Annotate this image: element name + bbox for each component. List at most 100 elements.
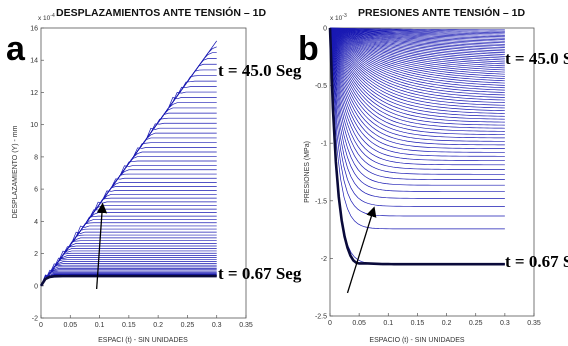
pressure-curve — [329, 27, 505, 45]
pressure-curve — [329, 27, 505, 54]
displacement-curve — [40, 250, 217, 286]
pressure-curve — [329, 27, 505, 91]
x-tick-label: 0.3 — [212, 322, 222, 329]
displacement-curve — [40, 40, 217, 286]
pressure-curve — [329, 27, 505, 157]
pressure-curve — [329, 27, 505, 112]
pressure-curve — [329, 27, 505, 52]
displacement-curve — [40, 142, 217, 286]
pressure-curve — [329, 27, 505, 207]
pressure-curve — [329, 27, 505, 77]
panel-label-a: a — [6, 30, 26, 68]
pressure-chart: b PRESIONES ANTE TENSIÓN – 1D x 10-3 0 0.… — [298, 6, 568, 344]
pressure-curve — [329, 27, 505, 120]
y-tick-label: -2 — [321, 256, 327, 263]
pressure-curve — [329, 27, 505, 50]
pressure-curve — [329, 27, 505, 33]
x-axis-label-b: ESPACIO (t) - SIN UNIDADES — [369, 337, 464, 344]
y-axis-label-b: PRESIONES (MPa) — [304, 141, 311, 203]
displacement-curve — [40, 270, 217, 286]
chart-title-a: DESPLAZAMIENTOS ANTE TENSIÓN – 1D — [56, 6, 266, 19]
x-tick-label: 0.2 — [153, 322, 163, 329]
x-tick-label: 0.35 — [527, 320, 541, 327]
displacement-curves — [40, 40, 217, 286]
y-tick-label: -1 — [321, 141, 327, 148]
y-tick-label: 0 — [34, 283, 38, 290]
pressure-curve — [329, 27, 505, 114]
displacement-curve — [40, 91, 217, 286]
pressure-curve — [329, 27, 505, 89]
pressure-curve — [329, 27, 505, 59]
pressure-curve — [329, 27, 505, 103]
pressure-curve — [329, 27, 505, 175]
pressure-curve — [329, 27, 505, 230]
chart-title-b: PRESIONES ANTE TENSIÓN – 1D — [358, 6, 525, 19]
first-time-curve — [39, 274, 217, 287]
y-tick-label: 12 — [30, 90, 38, 97]
pressure-curve — [329, 27, 505, 93]
pressure-curve — [329, 27, 505, 217]
displacement-curve — [40, 257, 217, 286]
y-axis-label-a: DESPLAZAMIENTO (Y) - mm — [12, 125, 19, 218]
y-exponent-a: x 10-4 — [38, 13, 55, 22]
x-tick-label: 0.15 — [411, 320, 425, 327]
y-tick-label: 16 — [30, 26, 38, 33]
displacement-chart: a DESPLAZAMIENTOS ANTE TENSIÓN – 1D x 10… — [6, 6, 302, 344]
pressure-curve — [329, 27, 505, 67]
pressure-curve — [329, 27, 505, 42]
plot-area-b: 0 0.05 0.1 0.15 0.2 0.25 0.3 0.35 -2.5 -2 -1.5 -1 -0… — [315, 26, 541, 328]
x-tick-label: 0.25 — [181, 322, 195, 329]
pressure-curve — [329, 27, 505, 75]
pressure-curve — [329, 27, 505, 161]
pressure-curve — [329, 27, 505, 109]
x-tick-label: 0.25 — [469, 320, 483, 327]
pressure-curve — [329, 27, 505, 44]
displacement-curve — [40, 269, 217, 286]
displacement-curve — [40, 271, 217, 286]
x-tick-label: 0.2 — [442, 320, 452, 327]
displacement-curve — [40, 156, 217, 286]
pressure-curve — [329, 27, 505, 48]
pressure-curve — [329, 27, 505, 192]
pressure-curve — [329, 27, 505, 84]
pressure-curve — [329, 27, 505, 126]
pressure-curve — [329, 27, 505, 170]
annotation-first-time-b: t = 0.67 Seg — [505, 252, 568, 271]
pressure-curve — [329, 27, 505, 32]
displacement-curve — [40, 107, 217, 286]
x-tick-label: 0.05 — [63, 322, 77, 329]
time-arrow — [95, 202, 108, 290]
y-tick-label: 2 — [34, 251, 38, 258]
x-tick-label: 0.35 — [239, 322, 253, 329]
displacement-curve — [40, 75, 217, 286]
displacement-curve — [40, 240, 217, 286]
panel-label-b: b — [298, 30, 319, 68]
pressure-curve — [329, 27, 505, 61]
pressure-curve — [329, 27, 505, 98]
x-tick-label: 0 — [39, 322, 43, 329]
pressure-curve — [329, 27, 505, 117]
pressure-curve — [329, 27, 505, 166]
y-tick-label: 6 — [34, 187, 38, 194]
plot-area-a: 0 0.05 0.1 0.15 0.2 0.25 0.3 0.35-2024681012141… — [30, 26, 253, 330]
y-tick-label: 10 — [30, 122, 38, 129]
plot-frame — [40, 27, 247, 319]
y-tick-label: -0.5 — [315, 83, 327, 90]
pressure-curve — [329, 27, 505, 132]
displacement-curve — [40, 80, 217, 286]
pressure-curve — [329, 27, 505, 186]
plot-frame — [329, 27, 535, 317]
pressure-curve — [329, 27, 505, 199]
x-axis-label-a: ESPACI (t) - SIN UNIDADES — [98, 337, 188, 344]
pressure-curve — [329, 27, 505, 41]
y-tick-label: -1.5 — [315, 198, 327, 205]
pressure-curve — [329, 27, 505, 36]
pressure-curve — [329, 27, 505, 86]
pressure-curve — [329, 27, 505, 31]
pressure-curve — [329, 27, 505, 96]
annotation-last-time-a: t = 45.0 Seg — [218, 61, 302, 80]
displacement-curve — [40, 197, 217, 286]
pressure-curve — [329, 27, 505, 101]
y-tick-label: 0 — [323, 26, 327, 33]
